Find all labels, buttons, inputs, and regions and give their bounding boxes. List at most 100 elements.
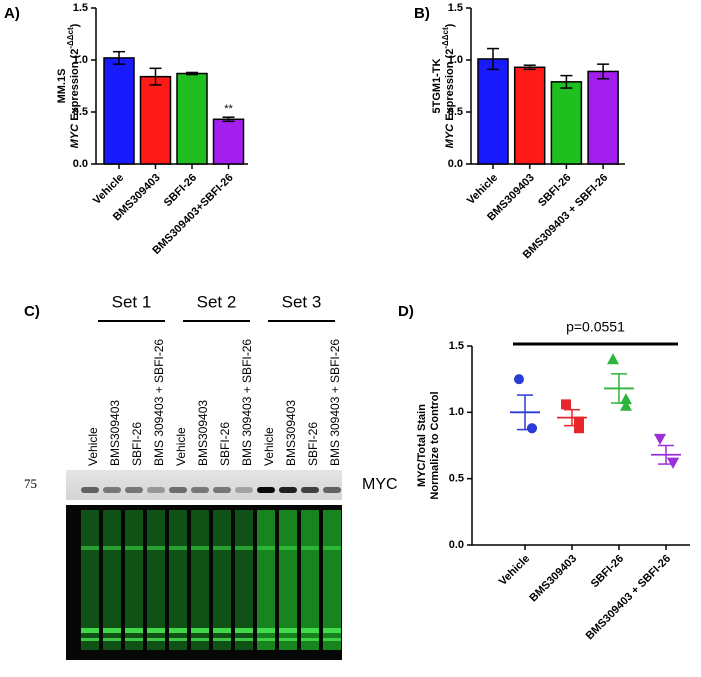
stain-band (169, 628, 187, 633)
stain-lane (81, 510, 99, 650)
x-tick-label: SBFI-26 (536, 172, 573, 209)
stain-band (257, 546, 275, 550)
band-label: MYC (362, 476, 398, 493)
y-axis-label: MYC/Total Stain (416, 404, 428, 487)
stain-band (235, 546, 253, 550)
myc-band (213, 487, 231, 493)
y-tick-label: 1.0 (448, 54, 463, 66)
x-tick-label: BMS309403 (527, 553, 579, 605)
myc-band (191, 487, 209, 493)
data-point (514, 374, 524, 385)
bar (513, 66, 546, 165)
data-point (667, 457, 679, 469)
stain-lane (235, 510, 253, 650)
y-axis-label: MM.1S (56, 69, 68, 104)
lane-label: SBFI-26 (218, 422, 232, 466)
x-tick-label: Vehicle (497, 553, 532, 588)
stain-band (323, 546, 341, 550)
panel-label: A) (4, 5, 20, 22)
lane-label: Vehicle (262, 427, 276, 466)
y-tick-label: 0.0 (449, 539, 464, 551)
myc-band (125, 487, 143, 493)
stain-band (191, 628, 209, 633)
stain-band (279, 546, 297, 550)
y-tick-label: 0.0 (73, 158, 88, 170)
bar (587, 70, 619, 165)
stain-lane (169, 510, 187, 650)
stain-band (191, 546, 209, 550)
panel-label: C) (24, 303, 40, 320)
stain-band (81, 546, 99, 550)
stain-band (147, 628, 165, 633)
y-tick-label: 1.5 (73, 2, 88, 14)
stain-lane (323, 510, 341, 650)
data-point (574, 416, 584, 427)
lane-label: Vehicle (86, 427, 100, 466)
data-point (574, 423, 584, 434)
data-point (620, 393, 632, 405)
stain-band (81, 628, 99, 633)
stain-band (147, 546, 165, 550)
y-tick-label: 1.5 (449, 340, 464, 352)
stain-lane (147, 510, 165, 650)
lane-label: BMS 309403 + SBFI-26 (240, 339, 254, 466)
stain-band (323, 628, 341, 633)
stain-band (301, 546, 319, 550)
y-axis-label: Normalize to Control (429, 391, 441, 499)
stain-band (191, 638, 209, 641)
stain-band (147, 638, 165, 641)
stain-band (257, 638, 275, 641)
x-tick-label: BMS309403 + SBFI-26 (584, 553, 674, 643)
stain-band (103, 546, 121, 550)
x-tick-label: SBFI-26 (162, 172, 199, 209)
y-axis-label-part: (2 (69, 49, 81, 59)
myc-band (235, 487, 253, 493)
bar (103, 57, 135, 165)
y-axis-label-part: ) (69, 23, 81, 27)
y-axis-label-part: (2 (444, 49, 456, 59)
y-tick-label: 1.5 (448, 2, 463, 14)
x-tick-label: SBFI-26 (589, 553, 626, 590)
myc-band (257, 487, 275, 493)
bar (176, 72, 208, 165)
lane-label: BMS309403 (196, 400, 210, 466)
set-label: Set 3 (282, 292, 322, 311)
stain-band (279, 628, 297, 633)
y-axis-label-part: Expression (69, 58, 81, 123)
stain-band (213, 628, 231, 633)
lane-label: BMS309403 (284, 400, 298, 466)
stain-band (103, 638, 121, 641)
y-tick-label: 0.5 (73, 106, 88, 118)
bar (212, 118, 245, 165)
stain-lane (125, 510, 143, 650)
myc-band (103, 487, 121, 493)
stain-band (213, 638, 231, 641)
lane-label: SBFI-26 (130, 422, 144, 466)
set-label: Set 1 (112, 292, 152, 311)
y-axis-label: MYC Expression (2-ΔΔct) (441, 23, 456, 148)
stain-band (235, 638, 253, 641)
stain-band (103, 628, 121, 633)
x-tick-label: Vehicle (465, 172, 500, 207)
annotation: ** (224, 103, 233, 115)
data-point (561, 399, 571, 410)
y-tick-label: 0.5 (449, 473, 464, 485)
lane-label: BMS309403 (108, 400, 122, 466)
stain-lane (103, 510, 121, 650)
stain-band (169, 546, 187, 550)
myc-band (301, 487, 319, 493)
stain-lane (279, 510, 297, 650)
x-tick-label: Vehicle (91, 172, 126, 207)
annotation: p=0.0551 (566, 319, 625, 335)
panel-label: D) (398, 303, 414, 320)
stain-band (125, 546, 143, 550)
y-tick-label: 0.5 (448, 106, 463, 118)
stain-lane (191, 510, 209, 650)
y-tick-label: 0.0 (448, 158, 463, 170)
stain-band (323, 638, 341, 641)
stain-band (301, 638, 319, 641)
panel-label: B) (414, 5, 430, 22)
y-axis-label-part: -ΔΔct (441, 27, 450, 49)
y-axis-label-part: MYC (444, 123, 456, 149)
